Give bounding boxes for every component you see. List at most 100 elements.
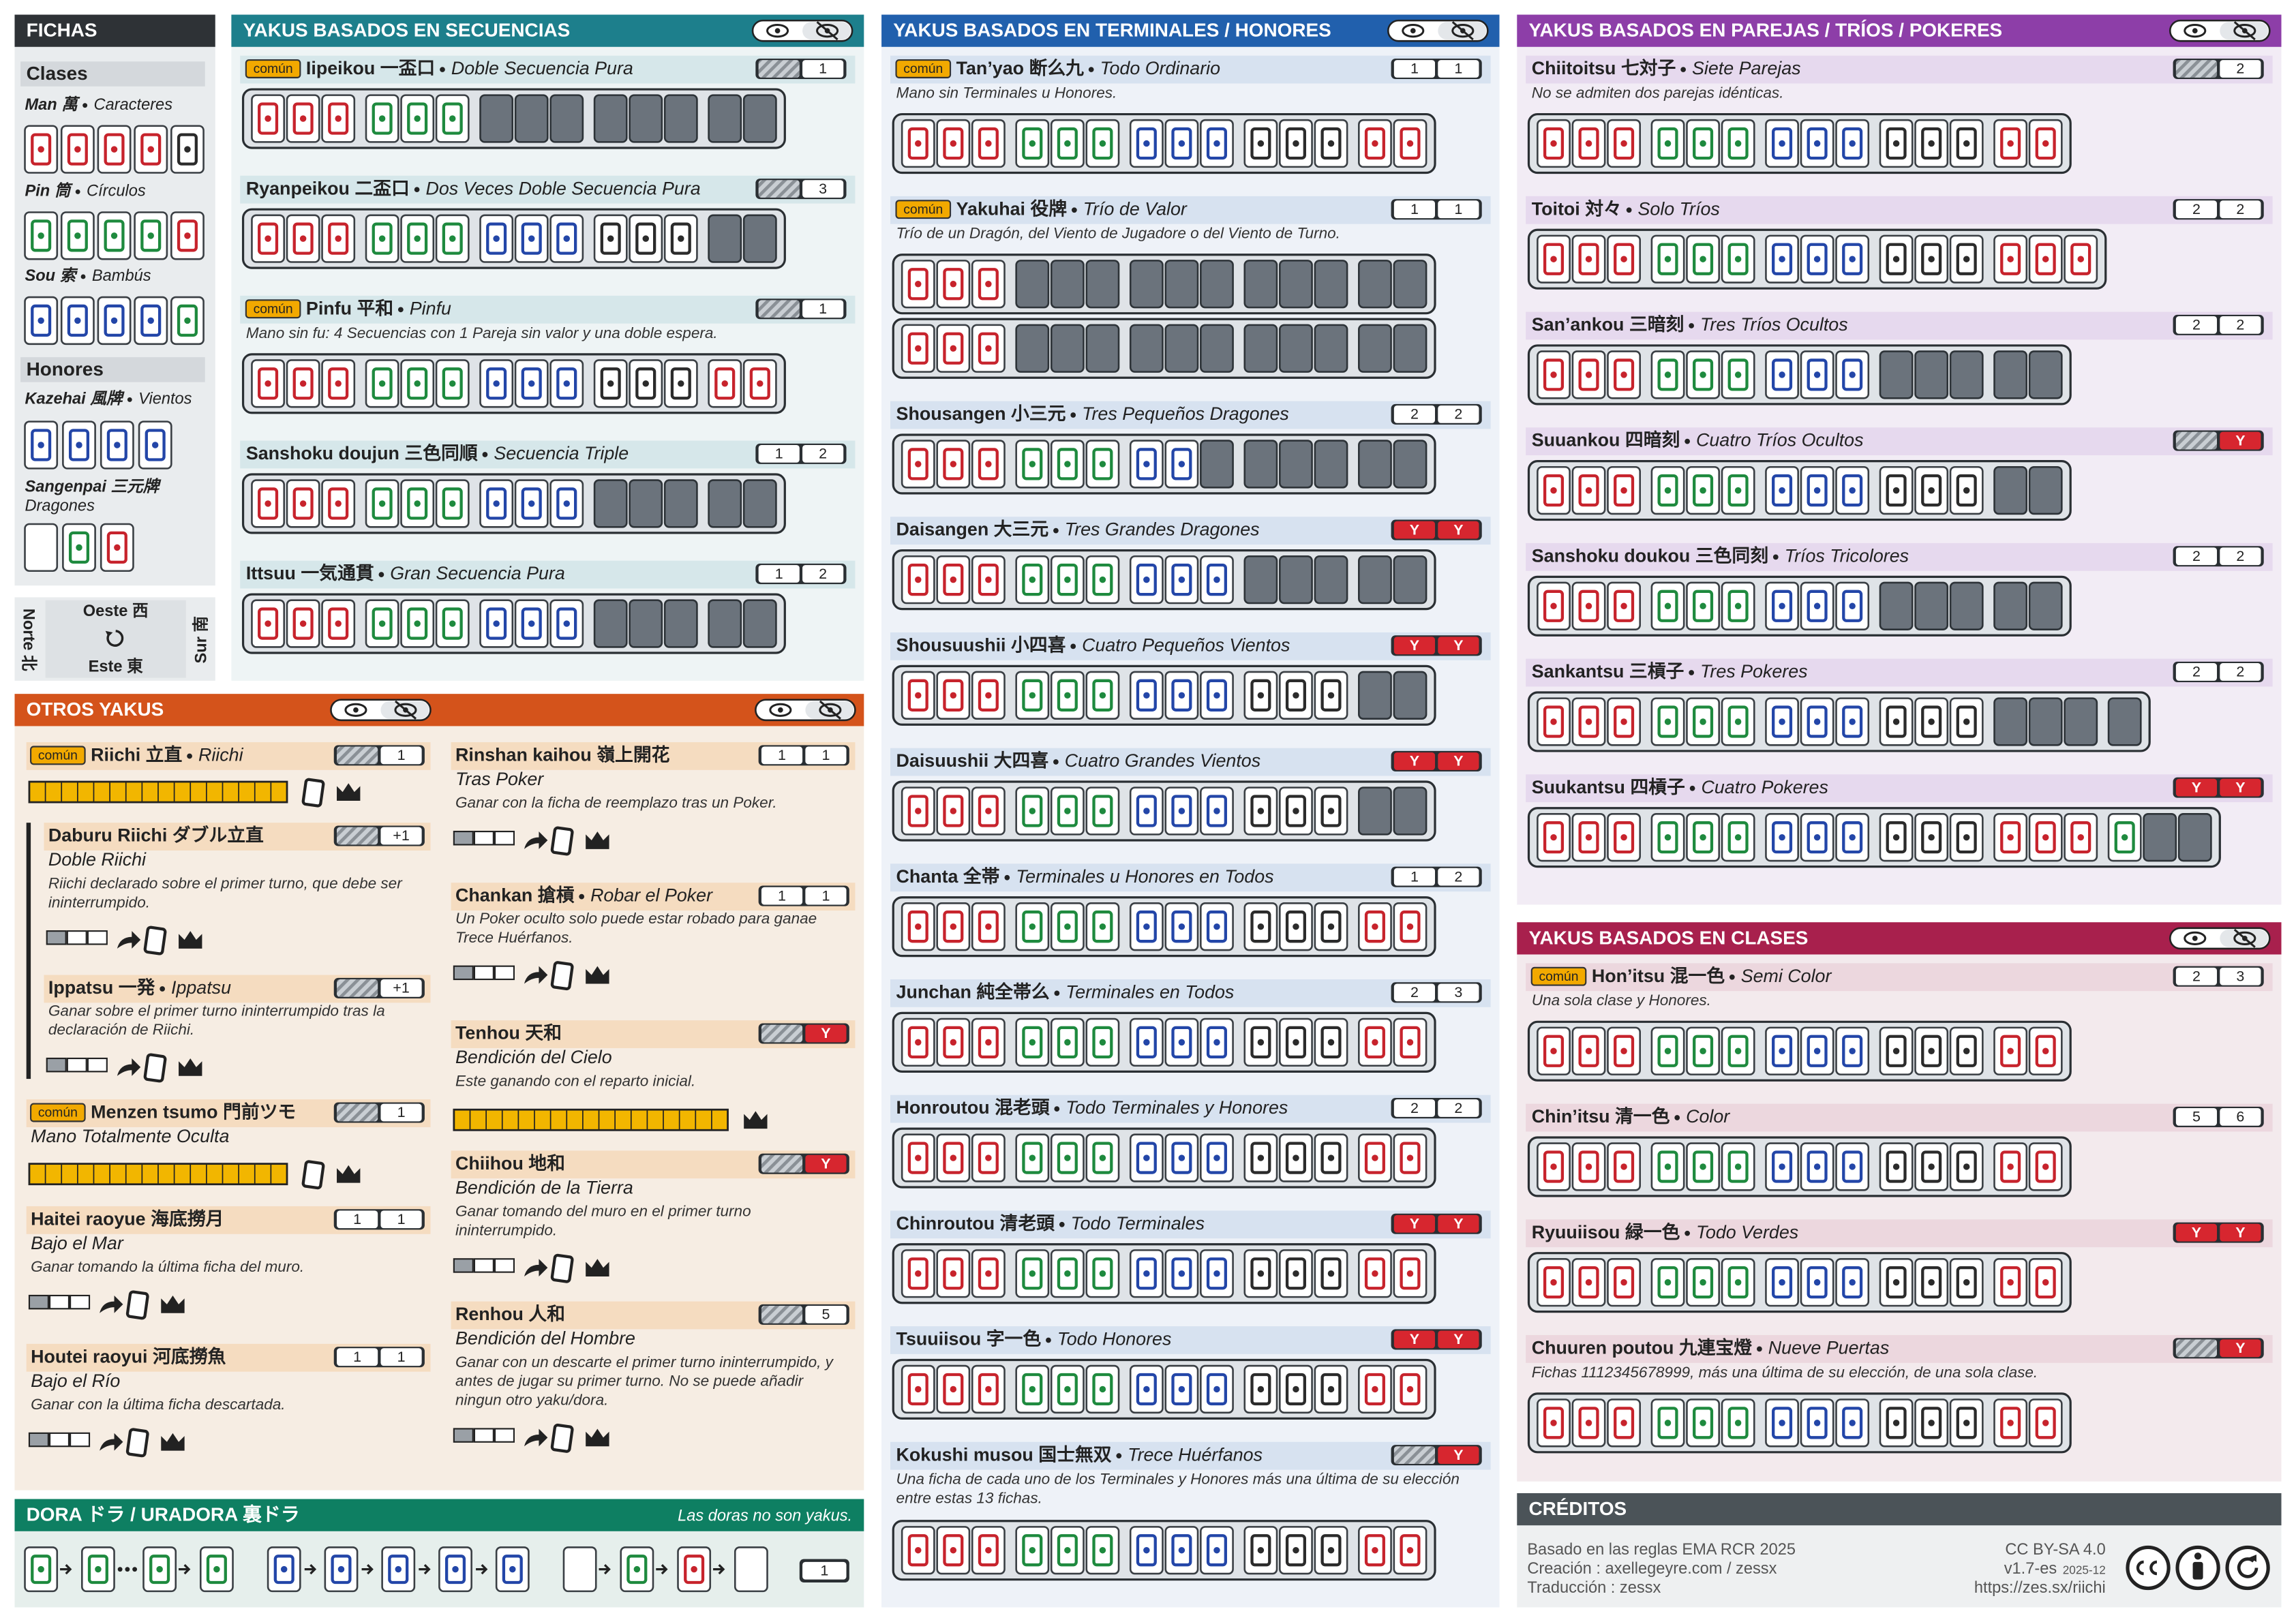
yaku-description: Riichi declarado sobre el primer turno, … bbox=[48, 874, 403, 911]
han-cell bbox=[1393, 1446, 1435, 1464]
text-line: No se admiten dos parejas idénticas. bbox=[1532, 84, 1784, 101]
tile-symbol bbox=[1029, 1546, 1036, 1554]
tile-symbol bbox=[915, 1386, 922, 1393]
tile-symbol bbox=[1842, 1150, 1863, 1183]
credit-line: Traducción : zessx bbox=[1527, 1579, 1661, 1597]
han-value: 2 bbox=[1410, 406, 1419, 423]
tile-symbol bbox=[1092, 795, 1113, 827]
tile-symbol bbox=[1178, 923, 1185, 930]
tile-symbol bbox=[1807, 1150, 1828, 1183]
tile-symbol bbox=[1029, 140, 1036, 147]
separator bbox=[1689, 785, 1695, 791]
tile-symbol bbox=[1400, 1142, 1421, 1174]
tile-symbol bbox=[1657, 821, 1678, 854]
tile-symbol bbox=[1620, 1163, 1627, 1170]
tile-symbol bbox=[1807, 590, 1828, 622]
tile-symbol bbox=[407, 487, 428, 520]
tile-symbol bbox=[2007, 1163, 2014, 1170]
tile-symbol bbox=[1921, 1266, 1942, 1299]
panel-body bbox=[1517, 922, 2282, 1482]
tile-symbol bbox=[378, 235, 386, 242]
tile-symbol bbox=[1892, 718, 1900, 725]
han-cell bbox=[761, 746, 803, 765]
visibility-toggle[interactable] bbox=[1387, 19, 1489, 42]
tile-symbol bbox=[292, 102, 314, 135]
tile-symbol bbox=[335, 620, 342, 627]
tile-symbol bbox=[258, 367, 279, 400]
tile-symbol bbox=[1543, 1150, 1565, 1183]
eye-pupil bbox=[2192, 936, 2198, 941]
tile-symbol bbox=[1657, 474, 1678, 507]
yaku-name: Daisangen 大三元 bbox=[896, 519, 1049, 540]
tile-symbol bbox=[1779, 1420, 1785, 1426]
tile-symbol bbox=[607, 235, 614, 242]
tile-symbol bbox=[642, 380, 649, 387]
separator bbox=[187, 753, 192, 759]
tile-hidden bbox=[1164, 260, 1199, 309]
tile-symbol bbox=[1206, 1257, 1227, 1290]
tile-symbol bbox=[950, 281, 957, 288]
han-cell bbox=[2220, 200, 2261, 219]
wall-icon bbox=[28, 1432, 49, 1448]
yaku-name: Sankantsu 三槓子 bbox=[1532, 661, 1685, 682]
tile-hidden bbox=[742, 599, 777, 648]
text-line: Una ficha de cada uno de los Terminales … bbox=[896, 1471, 1460, 1488]
tile-symbol bbox=[1400, 911, 1421, 943]
tile-symbol bbox=[509, 1565, 516, 1573]
tile-symbol bbox=[721, 380, 728, 387]
tile-symbol bbox=[1614, 127, 1635, 160]
tile-symbol bbox=[1928, 140, 1935, 147]
han-value: Y bbox=[1410, 637, 1419, 654]
han-cell bbox=[2220, 1223, 2261, 1242]
text-line: Este ganando con el reparto inicial. bbox=[455, 1072, 695, 1089]
han-value: 2 bbox=[2236, 548, 2244, 564]
tile-symbol bbox=[1892, 1163, 1900, 1170]
separator bbox=[82, 103, 88, 108]
han-value: 2 bbox=[2192, 317, 2201, 333]
tile-symbol bbox=[691, 1565, 697, 1573]
tile-icon bbox=[125, 1428, 149, 1458]
tile-hidden bbox=[742, 214, 777, 263]
wall-icon bbox=[66, 1057, 87, 1073]
tile-symbol bbox=[337, 1565, 345, 1573]
tile-symbol bbox=[31, 133, 52, 166]
tile-symbol bbox=[1064, 1154, 1071, 1161]
visibility-toggle[interactable] bbox=[2169, 927, 2271, 950]
tile-symbol bbox=[1779, 487, 1785, 494]
tile-symbol bbox=[335, 115, 342, 122]
yaku-name: Suuankou 四暗刻 bbox=[1532, 429, 1680, 450]
tile-hidden bbox=[742, 94, 777, 143]
tile-hidden bbox=[1393, 671, 1428, 720]
tile-symbol bbox=[1807, 705, 1828, 738]
version-date: 2025-12 bbox=[2063, 1563, 2106, 1576]
visibility-toggle[interactable] bbox=[330, 699, 432, 722]
tile-hidden bbox=[1993, 581, 2028, 630]
class-spanish: Círculos bbox=[87, 183, 146, 200]
yaku-band bbox=[1526, 427, 2273, 456]
han-value: Y bbox=[1410, 521, 1419, 538]
tile-symbol bbox=[1779, 1047, 1785, 1054]
han-cell bbox=[380, 979, 422, 997]
visibility-toggle[interactable] bbox=[2169, 19, 2271, 42]
tile-symbol bbox=[1585, 1047, 1592, 1054]
sa-arrow bbox=[2249, 1555, 2257, 1562]
visibility-toggle[interactable] bbox=[755, 699, 856, 722]
visibility-toggle[interactable] bbox=[751, 19, 854, 42]
han-cell bbox=[2220, 547, 2261, 566]
tile-symbol bbox=[299, 500, 307, 507]
tile-symbol bbox=[1963, 256, 1970, 262]
han-value: 1 bbox=[397, 747, 406, 763]
tile-symbol bbox=[1293, 140, 1299, 147]
yaku-name: Tenhou 天和 bbox=[455, 1023, 562, 1043]
yaku-spanish: Bajo el Mar bbox=[31, 1233, 124, 1253]
panel-title: FICHAS bbox=[27, 20, 97, 41]
tile-symbol bbox=[1928, 718, 1935, 725]
tile-symbol bbox=[1664, 833, 1672, 841]
yaku-band bbox=[890, 196, 1491, 224]
tile-symbol bbox=[1543, 243, 1565, 275]
han-value: Y bbox=[1453, 1331, 1463, 1347]
tile-symbol bbox=[1136, 1534, 1157, 1567]
tile-symbol bbox=[1657, 1035, 1678, 1067]
yaku-spanish: Todo Ordinario bbox=[1100, 58, 1221, 78]
tile-symbol bbox=[1779, 140, 1785, 147]
